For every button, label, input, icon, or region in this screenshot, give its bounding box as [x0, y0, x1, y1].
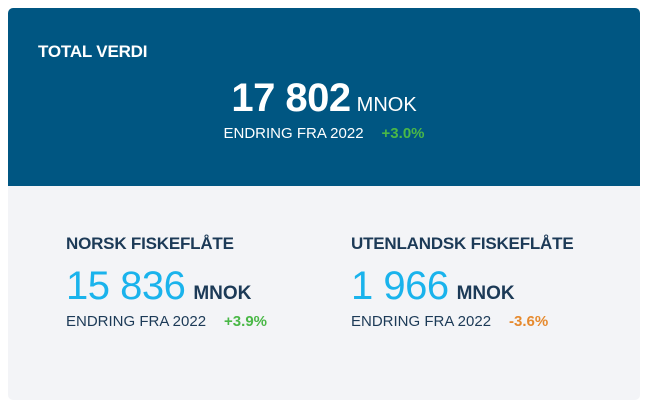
norsk-change-row: ENDRING FRA 2022 +3.9%: [66, 313, 267, 330]
utenlandsk-unit: MNOK: [456, 283, 515, 304]
utenlandsk-change-label: ENDRING FRA 2022: [351, 313, 492, 330]
utenlandsk-value: 1 966: [351, 264, 449, 308]
total-title: TOTAL VERDI: [38, 42, 148, 61]
norsk-change-value: +3.9%: [224, 313, 267, 330]
norsk-title: NORSK FISKEFLÅTE: [66, 234, 234, 253]
total-value: 17 802: [231, 76, 351, 120]
norsk-fiskeflate-panel: NORSK FISKEFLÅTE 15 836 MNOK ENDRING FRA …: [66, 234, 267, 330]
total-change-row: ENDRING FRA 2022 +3.0%: [8, 125, 640, 142]
total-value-section: TOTAL VERDI 17 802 MNOK ENDRING FRA 2022 +…: [8, 8, 640, 186]
norsk-unit: MNOK: [193, 283, 252, 304]
norsk-value-row: 15 836 MNOK: [66, 264, 267, 309]
norsk-value: 15 836: [66, 264, 186, 308]
utenlandsk-change-value: -3.6%: [509, 313, 549, 330]
total-unit: MNOK: [356, 94, 417, 116]
utenlandsk-value-row: 1 966 MNOK: [351, 264, 573, 309]
total-change-value: +3.0%: [381, 125, 425, 142]
utenlandsk-change-row: ENDRING FRA 2022 -3.6%: [351, 313, 573, 330]
summary-card: TOTAL VERDI 17 802 MNOK ENDRING FRA 2022 +…: [8, 8, 640, 400]
total-value-row: 17 802 MNOK: [8, 76, 640, 121]
utenlandsk-fiskeflate-panel: UTENLANDSK FISKEFLÅTE 1 966 MNOK ENDRING …: [351, 234, 574, 330]
total-change-label: ENDRING FRA 2022: [223, 125, 364, 142]
utenlandsk-title: UTENLANDSK FISKEFLÅTE: [351, 234, 574, 253]
norsk-change-label: ENDRING FRA 2022: [66, 313, 207, 330]
